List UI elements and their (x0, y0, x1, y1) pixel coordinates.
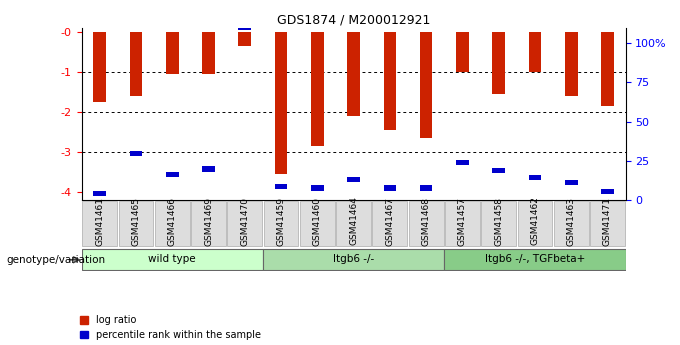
FancyBboxPatch shape (336, 200, 371, 246)
Text: GSM41467: GSM41467 (386, 197, 394, 246)
Bar (93, 190, 106, 196)
Legend: log ratio, percentile rank within the sample: log ratio, percentile rank within the sa… (80, 315, 261, 340)
Bar (565, 32, 577, 96)
Text: GSM41461: GSM41461 (95, 197, 104, 246)
Text: wild type: wild type (148, 254, 196, 264)
Text: GSM41468: GSM41468 (422, 197, 430, 246)
Text: GSM41460: GSM41460 (313, 197, 322, 246)
FancyBboxPatch shape (444, 248, 626, 270)
Text: GSM41471: GSM41471 (603, 197, 612, 246)
Bar (420, 185, 432, 190)
Text: GSM41469: GSM41469 (204, 197, 213, 246)
FancyBboxPatch shape (517, 200, 552, 246)
FancyBboxPatch shape (554, 200, 589, 246)
Text: GSM41465: GSM41465 (131, 197, 141, 246)
Bar (311, 32, 324, 146)
FancyBboxPatch shape (191, 200, 226, 246)
FancyBboxPatch shape (445, 200, 480, 246)
FancyBboxPatch shape (82, 200, 117, 246)
Bar (456, 32, 469, 72)
Bar (130, 32, 142, 96)
Bar (565, 180, 577, 186)
Bar (528, 175, 541, 180)
FancyBboxPatch shape (300, 200, 335, 246)
Bar (166, 172, 179, 177)
Bar (275, 184, 288, 189)
Bar (528, 32, 541, 72)
Bar (239, 32, 251, 46)
FancyBboxPatch shape (263, 248, 444, 270)
Bar (239, 25, 251, 30)
Bar (202, 32, 215, 74)
Text: GSM41459: GSM41459 (277, 197, 286, 246)
Bar (275, 32, 288, 174)
Text: GSM41457: GSM41457 (458, 197, 467, 246)
FancyBboxPatch shape (227, 200, 262, 246)
Bar (130, 151, 142, 156)
Bar (492, 168, 505, 173)
FancyBboxPatch shape (409, 200, 443, 246)
Bar (347, 32, 360, 116)
Bar (420, 32, 432, 138)
Text: genotype/variation: genotype/variation (7, 255, 106, 265)
Title: GDS1874 / M200012921: GDS1874 / M200012921 (277, 13, 430, 27)
Bar (492, 32, 505, 94)
Bar (202, 166, 215, 171)
Text: GSM41458: GSM41458 (494, 197, 503, 246)
Bar (347, 177, 360, 182)
FancyBboxPatch shape (373, 200, 407, 246)
Bar (311, 185, 324, 190)
Text: GSM41470: GSM41470 (240, 197, 250, 246)
Text: Itgb6 -/-: Itgb6 -/- (333, 254, 374, 264)
FancyBboxPatch shape (82, 248, 263, 270)
FancyBboxPatch shape (481, 200, 516, 246)
Text: GSM41466: GSM41466 (168, 197, 177, 246)
Bar (384, 185, 396, 190)
Text: GSM41462: GSM41462 (530, 197, 539, 246)
FancyBboxPatch shape (264, 200, 299, 246)
Text: Itgb6 -/-, TGFbeta+: Itgb6 -/-, TGFbeta+ (485, 254, 585, 264)
Text: GSM41464: GSM41464 (349, 197, 358, 246)
Bar (601, 32, 614, 106)
Bar (93, 32, 106, 102)
FancyBboxPatch shape (155, 200, 190, 246)
Bar (456, 159, 469, 165)
Bar (166, 32, 179, 74)
Bar (384, 32, 396, 130)
FancyBboxPatch shape (590, 200, 625, 246)
Bar (601, 189, 614, 194)
FancyBboxPatch shape (118, 200, 154, 246)
Text: GSM41463: GSM41463 (566, 197, 576, 246)
